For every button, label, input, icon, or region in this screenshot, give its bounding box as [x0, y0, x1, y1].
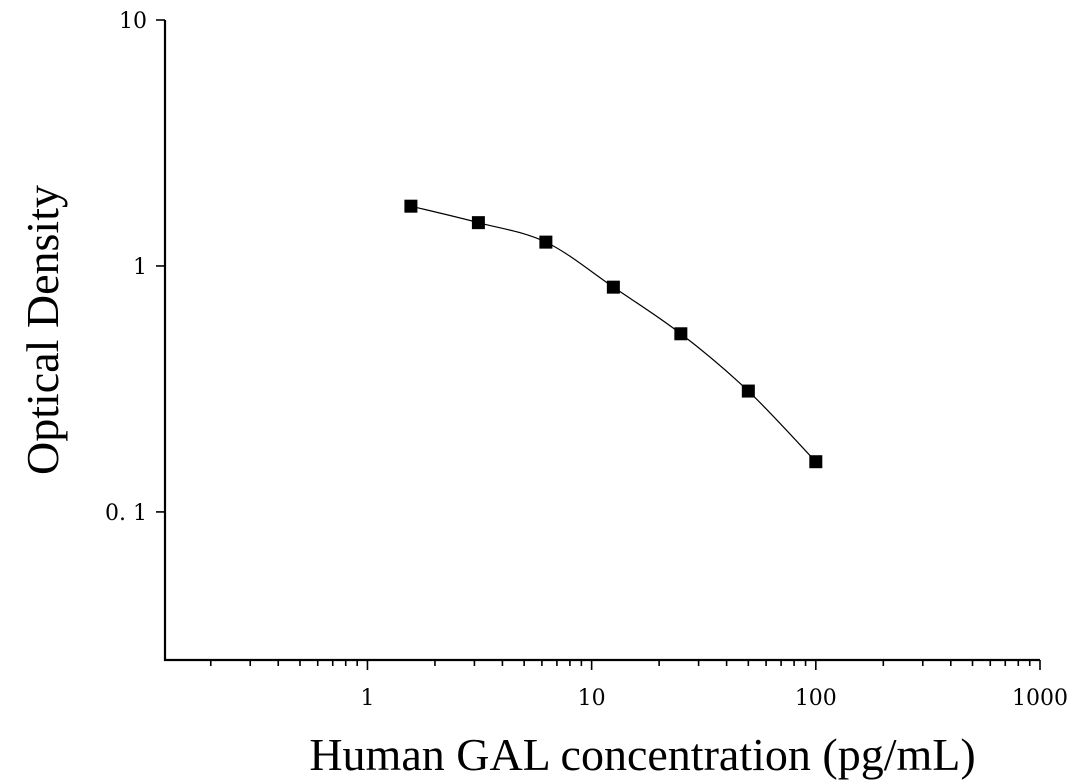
data-point-marker: [809, 455, 823, 469]
data-point-marker: [471, 216, 485, 230]
y-tick-label: 0. 1: [105, 501, 147, 526]
data-point-marker: [741, 384, 755, 398]
x-tick-label: 10: [578, 686, 606, 711]
tick-labels: 1 10 100 1000 0. 1 1 10: [105, 9, 1068, 711]
x-axis-title: Human GAL concentration (pg/mL): [309, 729, 975, 780]
axis-ticks: [156, 19, 1041, 670]
y-tick-label: 10: [119, 9, 147, 34]
data-point-marker: [539, 235, 553, 249]
y-tick-label: 1: [133, 255, 147, 280]
x-tick-label: 1000: [1012, 686, 1068, 711]
x-tick-label: 1: [360, 686, 374, 711]
fit-curve: [410, 205, 817, 463]
data-point-marker: [606, 280, 620, 294]
y-axis-title: Optical Density: [17, 185, 68, 475]
x-tick-label: 100: [795, 686, 837, 711]
data-markers: [404, 199, 823, 469]
data-point-marker: [674, 327, 688, 341]
data-point-marker: [404, 199, 418, 213]
